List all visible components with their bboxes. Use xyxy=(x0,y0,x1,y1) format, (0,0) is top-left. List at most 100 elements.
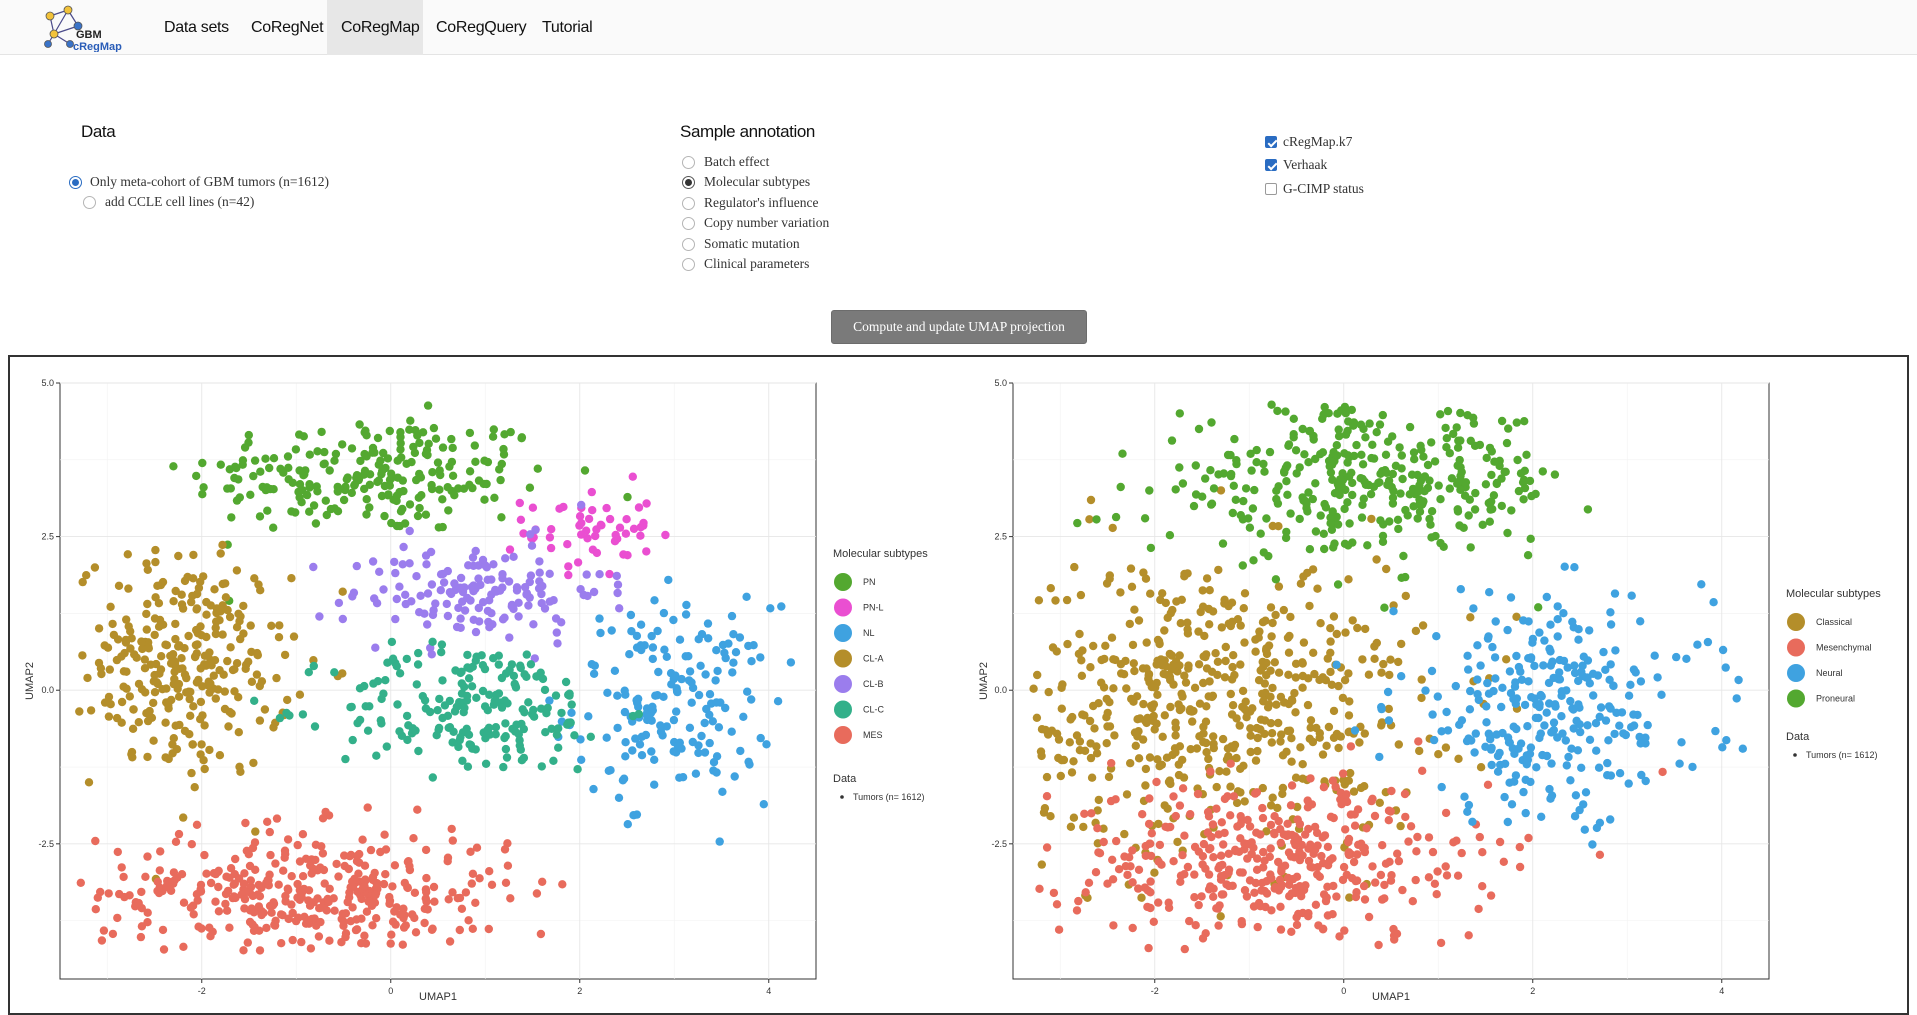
tab-coregmap[interactable]: CoRegMap xyxy=(327,0,423,55)
radio-label-only-meta-cohort[interactable]: Only meta-cohort of GBM tumors (n=1612) xyxy=(90,174,329,189)
data-point xyxy=(1375,798,1385,807)
data-point xyxy=(1428,710,1437,719)
data-point xyxy=(283,835,293,844)
data-point xyxy=(1595,850,1605,859)
data-point xyxy=(552,628,561,637)
tab-tutorial[interactable]: Tutorial xyxy=(542,19,593,36)
radio-label-somatic-mutation[interactable]: Somatic mutation xyxy=(704,236,800,251)
data-point xyxy=(1512,651,1521,661)
data-point xyxy=(591,531,600,541)
data-point xyxy=(1394,856,1404,866)
radio-label-regulators-influence[interactable]: Regulator's influence xyxy=(704,195,819,210)
tab-data-sets[interactable]: Data sets xyxy=(164,19,229,36)
data-point xyxy=(1171,723,1181,733)
data-point xyxy=(1585,626,1594,635)
data-point xyxy=(1262,645,1271,654)
checkbox-g-cimp-status[interactable] xyxy=(1265,183,1277,195)
data-point xyxy=(347,702,356,712)
radio-label-molecular-subtypes[interactable]: Molecular subtypes xyxy=(704,174,811,189)
data-point xyxy=(1404,837,1413,846)
radio-clinical-parameters[interactable] xyxy=(682,258,695,271)
checkbox-label-verhaak[interactable]: Verhaak xyxy=(1283,157,1328,172)
radio-molecular-subtypes[interactable] xyxy=(682,176,695,189)
data-point xyxy=(1309,648,1318,657)
data-point xyxy=(76,878,86,887)
data-point xyxy=(415,503,424,513)
data-point xyxy=(189,910,198,919)
data-point xyxy=(463,650,472,660)
data-point xyxy=(661,530,670,540)
checkbox-cregmap-k7[interactable] xyxy=(1265,136,1277,148)
radio-label-batch-effect[interactable]: Batch effect xyxy=(704,154,770,169)
umap-plots-svg: -2 0 2 4-2.50.02.55.0 UMAP1 UMAP2 Molecular… xyxy=(24,378,1881,1003)
data-point xyxy=(547,724,556,733)
data-point xyxy=(330,456,339,465)
data-point xyxy=(1460,491,1470,500)
data-point xyxy=(1332,660,1341,669)
data-point xyxy=(1240,589,1250,598)
radio-regulators-influence[interactable] xyxy=(682,197,695,210)
data-point xyxy=(1568,704,1577,713)
checkbox-label-cregmap-k7[interactable]: cRegMap.k7 xyxy=(1283,134,1353,149)
data-point xyxy=(266,850,275,860)
data-point xyxy=(1436,938,1446,948)
data-point xyxy=(589,784,598,794)
checkbox-label-g-cimp-status[interactable]: G-CIMP status xyxy=(1283,181,1364,196)
data-point xyxy=(418,428,428,437)
data-point xyxy=(1070,562,1079,572)
radio-only-meta-cohort[interactable] xyxy=(69,176,82,189)
data-point xyxy=(1500,759,1510,768)
data-point xyxy=(1361,624,1370,634)
data-point xyxy=(1389,607,1398,616)
data-point xyxy=(1340,676,1350,685)
gbm-cregmap-logo[interactable]: GBM cRegMap xyxy=(40,4,136,52)
data-point xyxy=(1326,624,1335,633)
data-point xyxy=(1627,723,1636,732)
data-point xyxy=(711,676,720,685)
data-point xyxy=(341,754,350,764)
data-point xyxy=(1165,649,1175,659)
radio-label-copy-number-variation[interactable]: Copy number variation xyxy=(704,215,830,230)
data-point xyxy=(173,873,182,882)
data-point xyxy=(1470,748,1479,757)
tab-coregquery[interactable]: CoRegQuery xyxy=(436,19,527,36)
data-point xyxy=(420,918,429,928)
x-tick-label: 4 xyxy=(766,986,771,996)
data-point xyxy=(1592,823,1602,833)
data-point xyxy=(514,598,523,607)
data-point xyxy=(325,884,334,893)
data-point xyxy=(1641,776,1650,786)
data-point xyxy=(582,570,591,579)
data-point xyxy=(1180,944,1190,954)
data-point xyxy=(1118,449,1127,458)
compute-umap-button[interactable]: Compute and update UMAP projection xyxy=(831,310,1087,344)
data-point xyxy=(1389,486,1398,496)
data-point xyxy=(331,449,341,459)
radio-somatic-mutation[interactable] xyxy=(682,238,695,251)
data-point xyxy=(1278,789,1287,799)
data-point xyxy=(144,644,153,653)
data-point xyxy=(1343,451,1353,460)
data-point xyxy=(212,608,221,618)
checkbox-verhaak[interactable] xyxy=(1265,159,1277,171)
data-point xyxy=(614,793,624,802)
radio-label-add-ccle[interactable]: add CCLE cell lines (n=42) xyxy=(105,194,255,209)
data-point xyxy=(1415,481,1424,490)
data-point xyxy=(1495,748,1504,758)
data-point xyxy=(1487,760,1496,770)
data-point xyxy=(564,562,573,571)
tab-coregnet[interactable]: CoRegNet xyxy=(251,19,324,36)
data-point xyxy=(1278,751,1288,760)
radio-add-ccle[interactable] xyxy=(83,196,96,209)
data-point xyxy=(1320,544,1329,554)
radio-batch-effect[interactable] xyxy=(682,156,695,169)
data-point xyxy=(403,883,412,892)
data-point xyxy=(192,471,201,481)
radio-label-clinical-parameters[interactable]: Clinical parameters xyxy=(704,256,810,271)
data-point xyxy=(465,428,475,438)
data-point xyxy=(511,727,520,736)
data-point xyxy=(320,447,329,457)
data-point xyxy=(1190,893,1199,902)
radio-copy-number-variation[interactable] xyxy=(682,217,695,230)
data-point xyxy=(256,467,265,476)
